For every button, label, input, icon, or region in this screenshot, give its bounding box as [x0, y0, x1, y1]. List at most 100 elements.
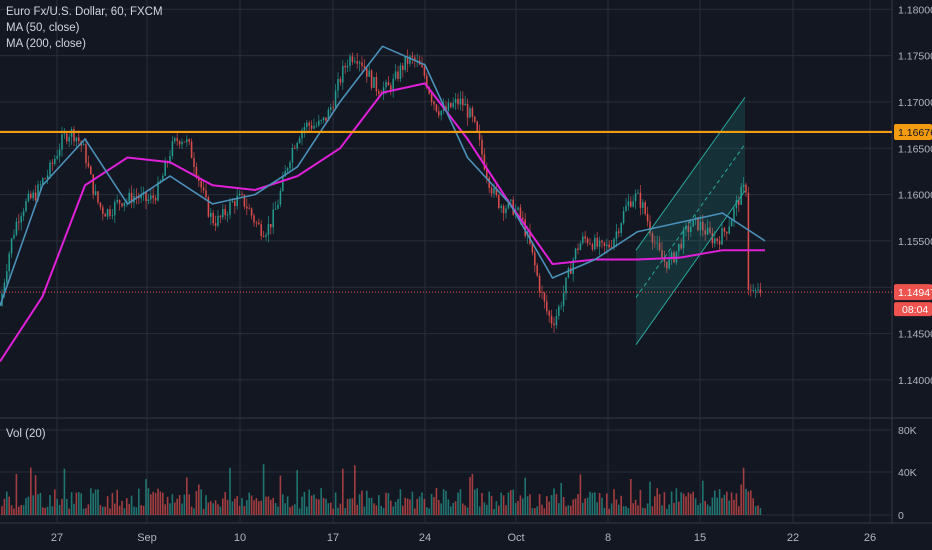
candle-body — [651, 233, 654, 243]
candle-body — [562, 293, 565, 306]
volume-bar — [553, 488, 555, 515]
resistance-price-label: 1.16676 — [898, 127, 932, 139]
ma200-legend[interactable]: MA (200, close) — [6, 38, 86, 50]
candle-body — [726, 231, 728, 234]
volume-bar — [512, 489, 514, 515]
volume-bar — [476, 488, 478, 515]
volume-bar — [536, 506, 538, 515]
volume-bar — [620, 495, 622, 515]
volume-bar — [608, 508, 610, 515]
volume-bar — [152, 491, 154, 515]
candle-body — [392, 78, 394, 92]
candle-body — [27, 193, 30, 201]
candle-body — [85, 144, 87, 163]
volume-bar — [733, 499, 735, 515]
candle-body — [363, 65, 366, 69]
volume-bar — [680, 492, 682, 515]
candle-body — [735, 200, 738, 209]
volume-bar — [154, 492, 157, 515]
volume-bar — [418, 496, 421, 515]
volume-bar — [169, 503, 171, 515]
candle-body — [339, 78, 342, 83]
volume-bar — [121, 500, 123, 515]
volume-bar — [411, 491, 414, 515]
volume-bar — [632, 503, 634, 515]
candle-body — [325, 117, 327, 121]
volume-bar — [452, 502, 454, 515]
candle-body — [78, 137, 80, 142]
volume-bar — [570, 505, 572, 515]
candle-body — [385, 82, 387, 88]
candle-body — [272, 209, 274, 228]
volume-bar — [358, 494, 361, 515]
candle-body — [248, 208, 250, 210]
volume-bar — [505, 505, 507, 515]
candle-body — [61, 134, 63, 150]
candle-body — [752, 290, 754, 292]
candle-body — [130, 192, 133, 203]
volume-bar — [661, 505, 663, 515]
volume-bar — [246, 500, 248, 515]
candle-body — [584, 236, 586, 239]
volume-bar — [322, 497, 325, 515]
candle-body — [466, 103, 469, 118]
volume-bar — [130, 495, 133, 515]
candle-body — [500, 206, 502, 208]
candle-body — [260, 224, 262, 237]
candle-body — [37, 184, 39, 201]
candle-body — [656, 242, 658, 244]
volume-bar — [87, 504, 90, 515]
candle-body — [627, 201, 630, 206]
candle-body — [678, 243, 680, 252]
volume-bar — [236, 496, 238, 515]
volume-bar — [226, 499, 229, 515]
candle-body — [274, 208, 277, 210]
candle-body — [543, 292, 546, 302]
symbol-title[interactable]: Euro Fx/U.S. Dollar, 60, FXCM — [6, 6, 163, 18]
candle-body — [102, 207, 104, 214]
volume-bar — [603, 507, 606, 515]
volume-bar — [325, 498, 327, 515]
volume-bar — [656, 488, 658, 515]
candle-body — [406, 56, 409, 64]
volume-bar — [212, 503, 214, 515]
volume-bar — [387, 493, 390, 515]
volume-bar — [750, 490, 752, 515]
volume-bar — [272, 497, 274, 515]
volume-bar — [625, 506, 627, 515]
volume-bar — [610, 503, 613, 515]
volume-bar — [454, 501, 457, 515]
channel-upper-line — [635, 97, 746, 251]
volume-bar — [670, 491, 673, 515]
candle-body — [687, 226, 690, 233]
volume-bar — [373, 503, 375, 515]
candle-body — [754, 290, 757, 292]
volume-bar — [426, 507, 428, 515]
candle-body — [375, 77, 378, 92]
volume-bar — [142, 505, 145, 515]
volume-bar — [1, 506, 3, 515]
candle-body — [548, 311, 550, 316]
volume-legend[interactable]: Vol (20) — [6, 428, 46, 440]
candle-body — [570, 268, 572, 274]
volume-bar — [25, 498, 27, 515]
volume-bar — [642, 507, 644, 515]
candle-body — [522, 217, 524, 220]
volume-bar — [193, 508, 195, 515]
ma50-legend[interactable]: MA (50, close) — [6, 22, 80, 34]
candle-body — [706, 227, 709, 235]
candle-body — [238, 193, 241, 196]
candle-body — [742, 184, 745, 187]
volume-bar — [270, 499, 272, 515]
candle-body — [44, 178, 46, 180]
candle-body — [63, 133, 66, 135]
volume-bar — [106, 496, 109, 515]
volume-bar — [188, 494, 190, 515]
candle-body — [423, 67, 426, 76]
candle-body — [286, 168, 289, 171]
volume-bar — [714, 490, 716, 515]
volume-bar — [22, 505, 25, 515]
candle-body — [457, 98, 459, 105]
